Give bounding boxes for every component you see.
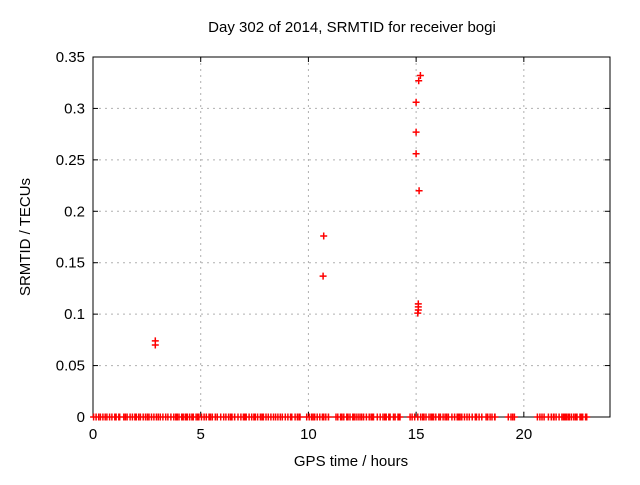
x-tick-label: 0	[89, 426, 97, 443]
gridlines	[93, 57, 610, 417]
y-tick-label: 0.15	[56, 255, 85, 272]
y-axis-label: SRMTID / TECUs	[17, 178, 34, 296]
x-tick-label: 5	[197, 426, 205, 443]
x-axis-label: GPS time / hours	[294, 453, 408, 470]
chart-title: Day 302 of 2014, SRMTID for receiver bog…	[208, 19, 496, 36]
y-tick-label: 0	[77, 409, 85, 426]
x-tick-label: 15	[408, 426, 425, 443]
axis-ticks	[92, 56, 610, 418]
y-tick-label: 0.1	[64, 306, 85, 323]
y-tick-label: 0.35	[56, 49, 85, 66]
y-tick-label: 0.05	[56, 358, 85, 375]
x-tick-label: 10	[300, 426, 317, 443]
plot-border	[92, 56, 611, 418]
y-tick-label: 0.25	[56, 152, 85, 169]
tick-labels: 0 5 10 15 20 0 0.05 0.1 0.15 0.2 0.25 0.3 0.35	[56, 49, 532, 443]
data-points	[90, 72, 591, 421]
x-tick-label: 20	[515, 426, 532, 443]
y-tick-label: 0.3	[64, 100, 85, 117]
y-tick-label: 0.2	[64, 203, 85, 220]
